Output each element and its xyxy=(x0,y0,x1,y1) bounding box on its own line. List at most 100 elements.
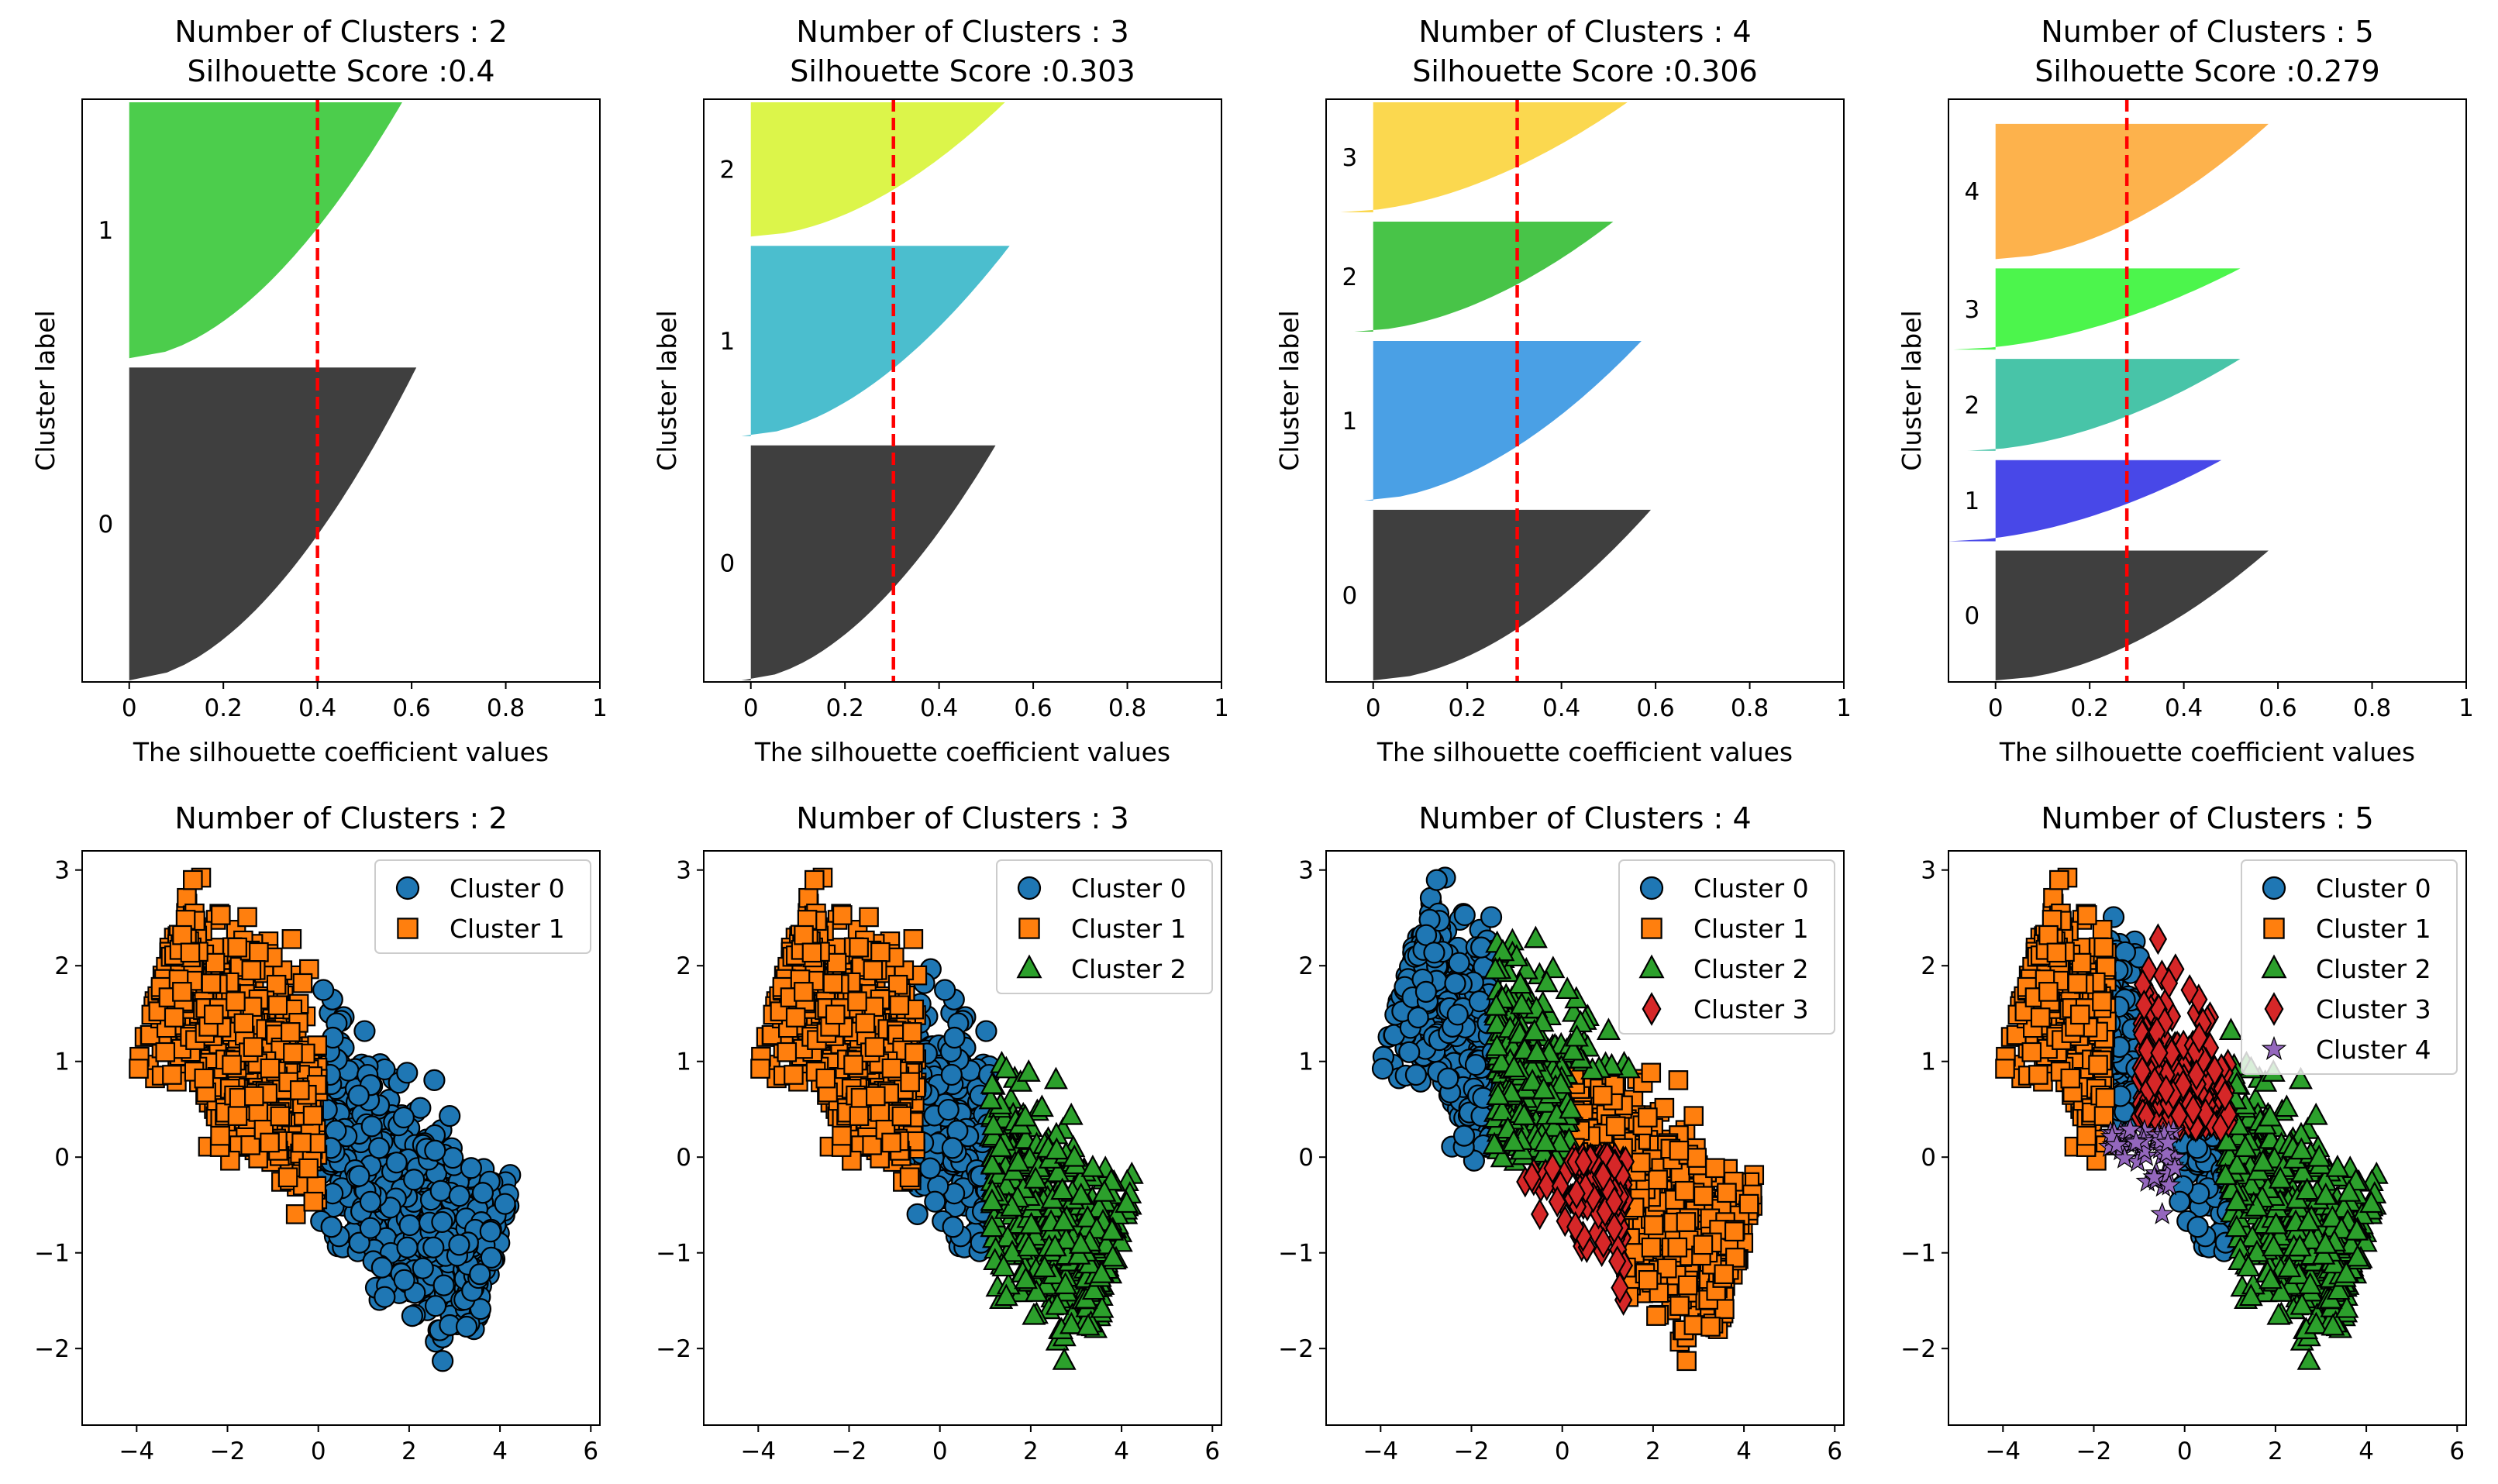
legend-label: Cluster 3 xyxy=(1693,994,1809,1024)
silhouette-cluster-4 xyxy=(1995,123,2269,260)
x-tick-label: −4 xyxy=(1363,1438,1398,1465)
point-cluster-2 xyxy=(1501,1055,1526,1078)
y-tick-label: 0 xyxy=(54,1144,70,1172)
point-cluster-1 xyxy=(2071,952,2092,973)
x-tick-label: 2 xyxy=(1023,1438,1039,1465)
point-cluster-0 xyxy=(412,1257,434,1279)
x-tick-label: 0 xyxy=(1555,1438,1570,1465)
point-cluster-1 xyxy=(1592,1085,1613,1106)
legend-item-1: Cluster 1 xyxy=(397,914,565,944)
point-cluster-0 xyxy=(374,1286,396,1308)
cluster-label-3: 3 xyxy=(1342,144,1357,172)
point-cluster-1 xyxy=(1668,1070,1689,1090)
point-cluster-1 xyxy=(211,905,231,925)
point-cluster-1 xyxy=(1656,1258,1677,1279)
point-cluster-1 xyxy=(2067,973,2088,993)
plot-title: Number of Clusters : 3 xyxy=(796,801,1128,835)
point-cluster-2 xyxy=(1115,1190,1139,1214)
point-cluster-2 xyxy=(994,1055,1018,1079)
point-cluster-2 xyxy=(1052,1348,1077,1370)
point-cluster-1 xyxy=(900,1072,920,1093)
x-tick-label: 4 xyxy=(1736,1438,1752,1465)
legend-item-2: Cluster 2 xyxy=(1016,954,1187,984)
point-cluster-3 xyxy=(1605,1212,1624,1245)
point-cluster-2 xyxy=(1564,1024,1589,1047)
x-tick-label: 0.8 xyxy=(2353,694,2391,722)
point-cluster-0 xyxy=(937,1098,960,1121)
point-cluster-2 xyxy=(980,1152,1004,1175)
point-cluster-2 xyxy=(1482,1131,1507,1155)
point-cluster-0 xyxy=(1404,1063,1428,1086)
x-tick-label: −2 xyxy=(832,1438,867,1465)
plot-subtitle: Silhouette Score :0.279 xyxy=(2035,54,2379,88)
point-cluster-1 xyxy=(1725,1248,1745,1268)
point-cluster-3 xyxy=(1594,1160,1613,1193)
y-tick-label: 1 xyxy=(676,1048,691,1076)
plot-subtitle: Silhouette Score :0.306 xyxy=(1412,54,1757,88)
point-cluster-1 xyxy=(242,997,263,1017)
point-cluster-0 xyxy=(348,1231,370,1254)
point-cluster-0 xyxy=(360,1115,383,1138)
point-cluster-0 xyxy=(1453,904,1476,927)
point-cluster-0 xyxy=(1371,1057,1394,1080)
y-tick-label: 1 xyxy=(54,1048,70,1076)
x-tick-label: 1 xyxy=(1214,694,1229,722)
point-cluster-2 xyxy=(1092,1179,1117,1202)
point-cluster-1 xyxy=(1683,1106,1704,1126)
cluster-label-1: 1 xyxy=(719,328,735,356)
x-axis-label: The silhouette coefficient values xyxy=(133,737,549,767)
silhouette-cluster-0 xyxy=(1995,550,2269,680)
x-tick-label: 0 xyxy=(311,1438,326,1465)
point-cluster-1 xyxy=(203,1004,224,1025)
legend-marker-circle xyxy=(1017,876,1042,900)
plot-frame xyxy=(703,850,1222,1426)
point-cluster-0 xyxy=(359,1217,381,1239)
point-cluster-1 xyxy=(183,869,203,890)
point-cluster-1 xyxy=(1717,1183,1737,1203)
cluster-label-4: 4 xyxy=(1964,178,1979,206)
point-cluster-1 xyxy=(302,1105,323,1126)
point-cluster-1 xyxy=(1995,1059,2015,1079)
plot-title: Number of Clusters : 2 xyxy=(174,801,507,835)
point-cluster-2 xyxy=(1022,1302,1046,1325)
cluster-label-1: 1 xyxy=(1342,408,1357,436)
point-cluster-1 xyxy=(891,1106,912,1127)
plot-title: Number of Clusters : 4 xyxy=(1418,801,1751,835)
point-cluster-1 xyxy=(1700,1317,1721,1337)
cluster-label-1: 1 xyxy=(98,217,113,245)
point-cluster-1 xyxy=(843,1055,863,1075)
legend-item-3: Cluster 3 xyxy=(1642,992,1809,1026)
point-cluster-0 xyxy=(431,1210,453,1234)
point-cluster-3 xyxy=(1548,1186,1566,1218)
legend-marker-circle xyxy=(1639,876,1664,900)
cluster-label-3: 3 xyxy=(1964,296,1979,324)
point-cluster-0 xyxy=(975,1020,997,1042)
cluster-label-1: 1 xyxy=(1964,487,1979,515)
point-cluster-1 xyxy=(1667,1237,1688,1258)
point-cluster-0 xyxy=(398,1214,421,1237)
y-tick-label: −1 xyxy=(1278,1240,1314,1268)
point-cluster-2 xyxy=(1089,1260,1114,1283)
point-cluster-2 xyxy=(1000,1194,1025,1217)
point-cluster-1 xyxy=(1638,1270,1659,1290)
point-cluster-2 xyxy=(1017,1234,1042,1257)
x-tick-label: 0.2 xyxy=(205,694,243,722)
point-cluster-0 xyxy=(393,1269,415,1291)
point-cluster-0 xyxy=(494,1193,516,1215)
point-cluster-2 xyxy=(1054,1227,1079,1250)
point-cluster-0 xyxy=(348,1165,370,1187)
point-cluster-1 xyxy=(1676,1212,1697,1232)
point-cluster-1 xyxy=(887,974,908,995)
point-cluster-1 xyxy=(291,1132,312,1153)
x-tick-label: 0.8 xyxy=(1731,694,1769,722)
cluster-scatter-2: Number of Clusters : 2−4 −2 0 2 4 6−2−10123Cl… xyxy=(34,801,601,1465)
point-cluster-2 xyxy=(1485,1033,1510,1056)
point-cluster-1 xyxy=(785,1007,806,1028)
point-cluster-2 xyxy=(1101,1244,1125,1267)
point-cluster-1 xyxy=(865,1086,886,1107)
point-cluster-1 xyxy=(1669,1140,1690,1161)
cluster-label-2: 2 xyxy=(719,157,735,184)
point-cluster-1 xyxy=(1654,1097,1675,1118)
